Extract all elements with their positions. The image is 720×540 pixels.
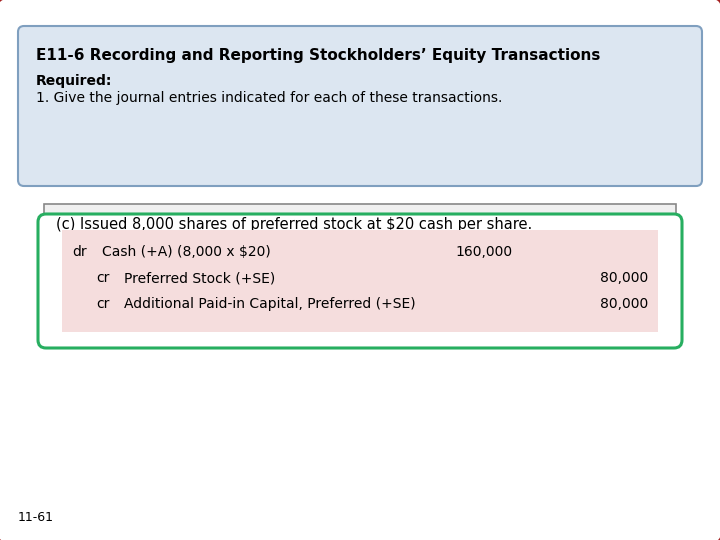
Text: cr: cr	[96, 271, 109, 285]
Text: 80,000: 80,000	[600, 297, 648, 311]
Text: E11-6 Recording and Reporting Stockholders’ Equity Transactions: E11-6 Recording and Reporting Stockholde…	[36, 48, 600, 63]
Text: cr: cr	[96, 297, 109, 311]
Text: Additional Paid-in Capital, Preferred (+SE): Additional Paid-in Capital, Preferred (+…	[124, 297, 415, 311]
FancyBboxPatch shape	[44, 204, 676, 244]
Text: Preferred Stock (+SE): Preferred Stock (+SE)	[124, 271, 275, 285]
Text: 11-61: 11-61	[18, 511, 54, 524]
Text: (c) Issued 8,000 shares of preferred stock at $20 cash per share.: (c) Issued 8,000 shares of preferred sto…	[56, 217, 532, 232]
FancyBboxPatch shape	[38, 214, 682, 348]
Text: 80,000: 80,000	[600, 271, 648, 285]
Text: Cash (+A) (8,000 x $20): Cash (+A) (8,000 x $20)	[102, 245, 271, 259]
FancyBboxPatch shape	[62, 230, 658, 332]
FancyBboxPatch shape	[18, 26, 702, 186]
Text: Required:: Required:	[36, 74, 112, 88]
Text: 160,000: 160,000	[455, 245, 512, 259]
Text: dr: dr	[72, 245, 86, 259]
Text: 1. Give the journal entries indicated for each of these transactions.: 1. Give the journal entries indicated fo…	[36, 91, 503, 105]
